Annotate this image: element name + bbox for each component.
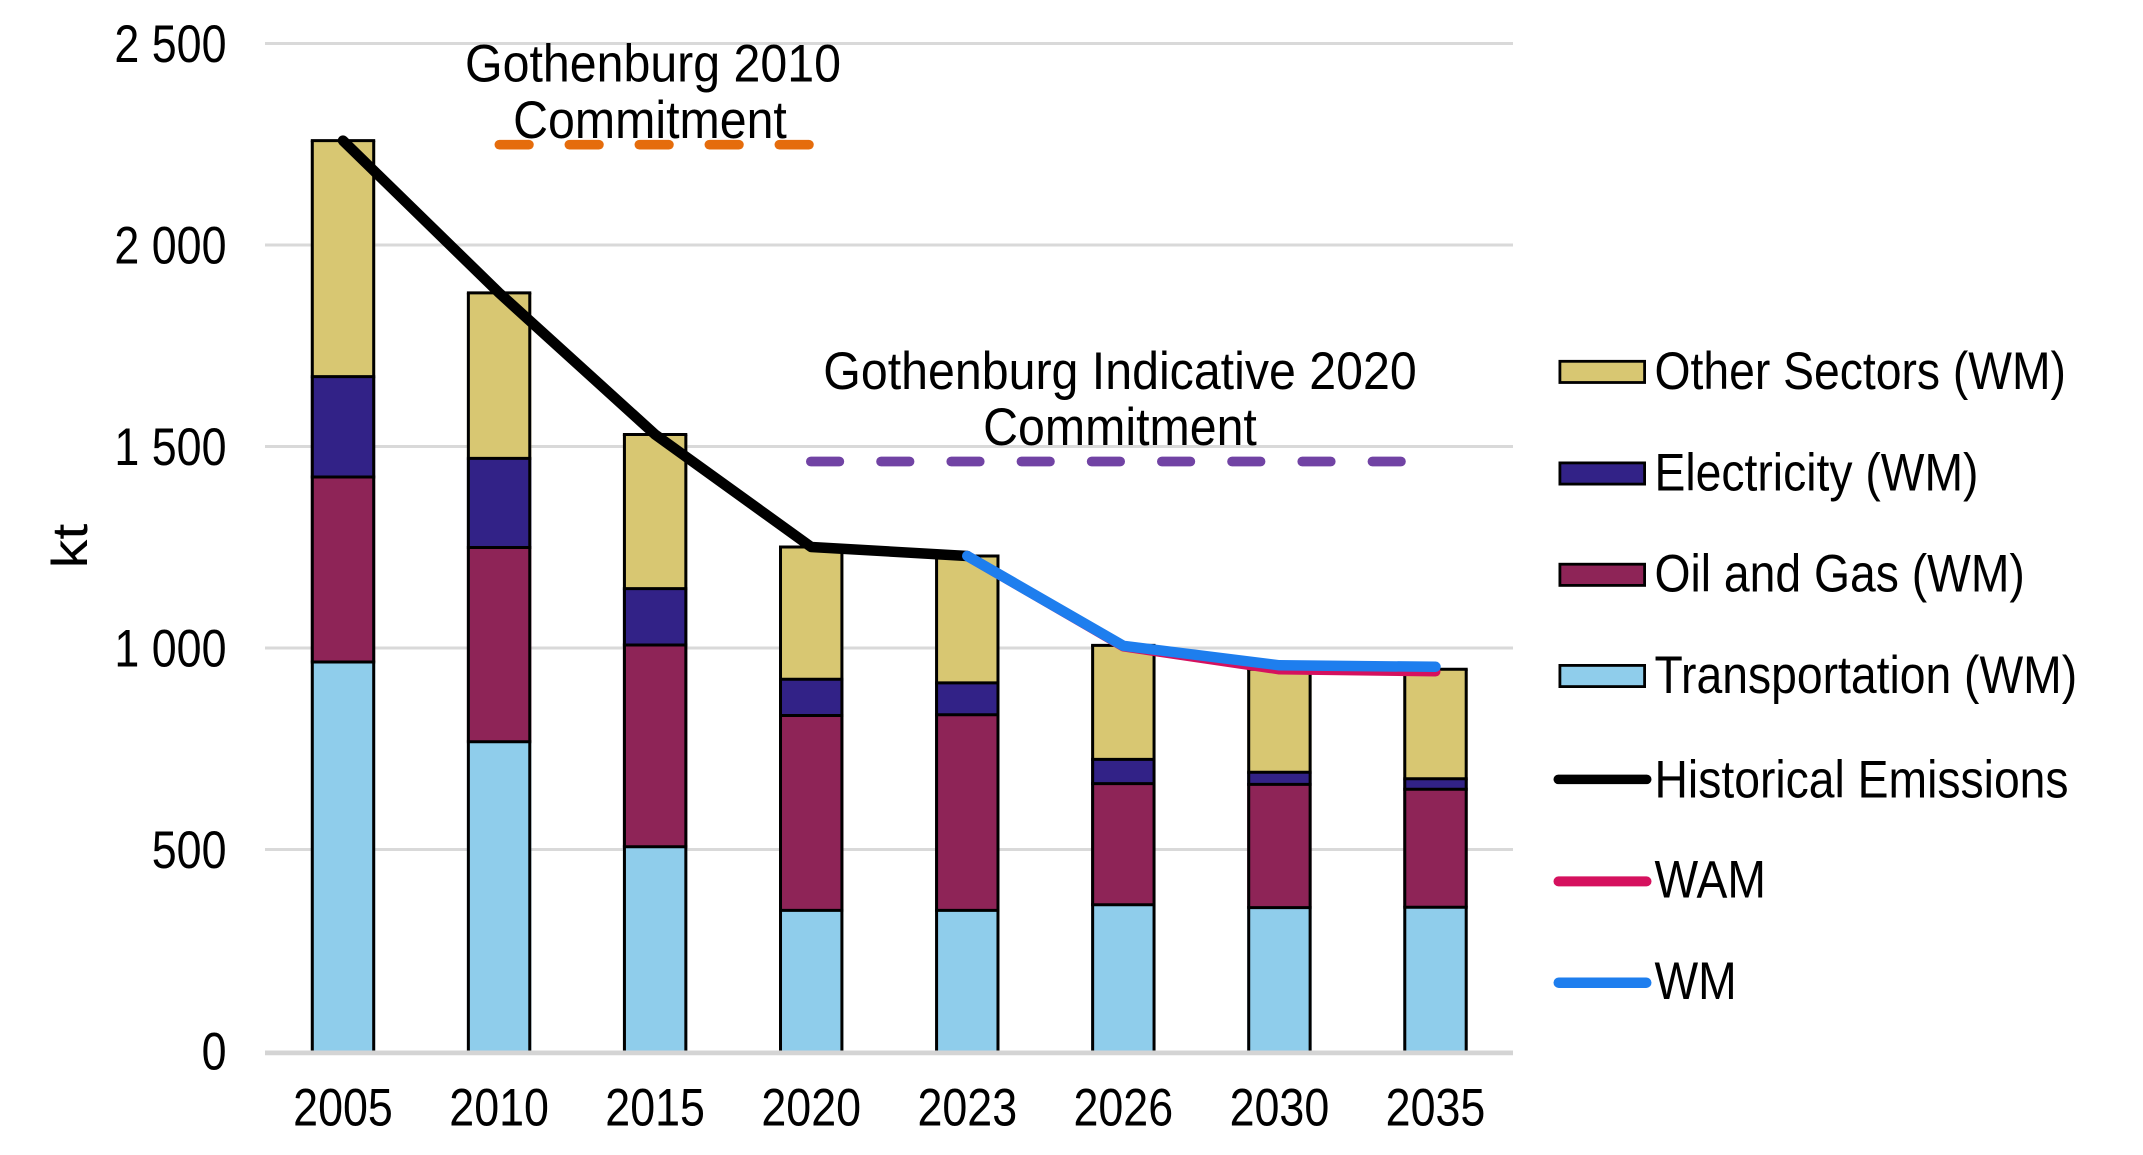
svg-text:WM: WM xyxy=(1655,951,1737,1011)
svg-text:2030: 2030 xyxy=(1230,1079,1330,1137)
svg-text:Commitment: Commitment xyxy=(983,397,1257,457)
svg-text:2023: 2023 xyxy=(917,1079,1017,1137)
svg-text:2005: 2005 xyxy=(293,1079,393,1137)
svg-text:2035: 2035 xyxy=(1386,1079,1486,1137)
svg-text:Electricity (WM): Electricity (WM) xyxy=(1655,442,1979,502)
svg-text:500: 500 xyxy=(152,822,227,880)
svg-text:0: 0 xyxy=(202,1023,227,1081)
svg-text:1 500: 1 500 xyxy=(114,419,226,477)
svg-text:Transportation (WM): Transportation (WM) xyxy=(1655,645,2078,705)
svg-text:2020: 2020 xyxy=(761,1079,861,1137)
svg-text:2010: 2010 xyxy=(449,1079,549,1137)
svg-text:2 500: 2 500 xyxy=(114,16,226,74)
svg-text:2026: 2026 xyxy=(1073,1079,1173,1137)
svg-text:Other Sectors (WM): Other Sectors (WM) xyxy=(1655,341,2066,401)
svg-text:Gothenburg 2010: Gothenburg 2010 xyxy=(465,33,841,93)
svg-text:kt: kt xyxy=(42,524,98,569)
svg-text:2015: 2015 xyxy=(605,1079,705,1137)
svg-text:WAM: WAM xyxy=(1655,850,1766,910)
svg-text:Commitment: Commitment xyxy=(513,90,787,150)
svg-text:Historical Emissions: Historical Emissions xyxy=(1655,750,2069,810)
svg-text:2 000: 2 000 xyxy=(114,217,226,275)
svg-text:1 000: 1 000 xyxy=(114,620,226,678)
svg-text:Oil and Gas (WM): Oil and Gas (WM) xyxy=(1655,544,2025,604)
svg-text:Gothenburg Indicative 2020: Gothenburg Indicative 2020 xyxy=(823,341,1416,401)
